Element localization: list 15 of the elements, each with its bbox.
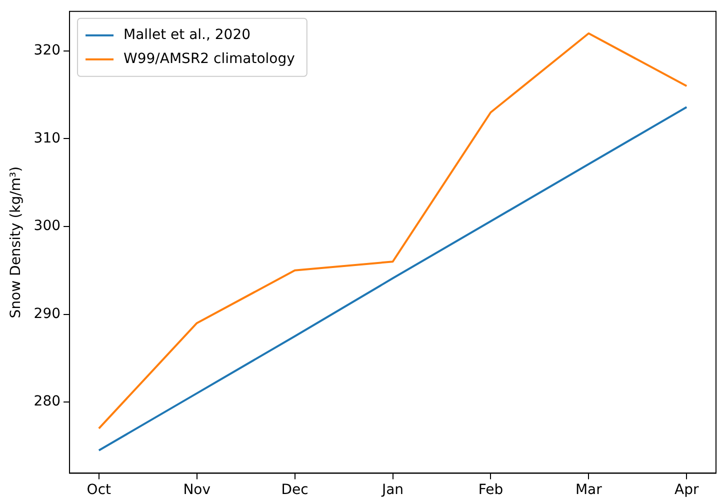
y-axis-title: Snow Density (kg/m³): [8, 166, 24, 318]
legend-label: W99/AMSR2 climatology: [124, 51, 295, 68]
x-tick-label: Oct: [86, 482, 112, 498]
legend-label: Mallet et al., 2020: [124, 27, 251, 44]
y-tick-label: 300: [34, 218, 61, 234]
x-tick-label: Dec: [281, 482, 308, 498]
y-tick-label: 290: [34, 306, 61, 322]
y-tick-label: 320: [34, 42, 61, 59]
y-tick-label: 280: [34, 394, 61, 410]
x-tick-label: Feb: [478, 482, 504, 498]
y-tick-label: 310: [34, 130, 61, 146]
x-tick-label: Mar: [575, 482, 602, 498]
x-tick-label: Jan: [380, 482, 404, 498]
x-tick-label: Apr: [674, 482, 699, 498]
x-tick-label: Nov: [183, 482, 211, 498]
